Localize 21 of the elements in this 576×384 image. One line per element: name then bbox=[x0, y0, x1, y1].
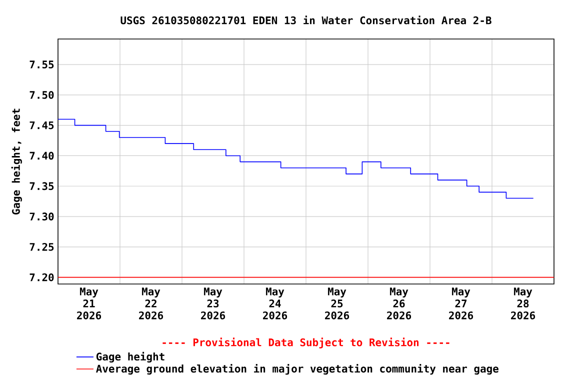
x-tick-label: May 22 2026 bbox=[139, 288, 164, 320]
x-tick-label: May 28 2026 bbox=[510, 288, 536, 320]
x-tick-label: May 25 2026 bbox=[325, 288, 350, 320]
y-tick-label: 7.40 bbox=[30, 152, 54, 160]
y-tick-label: 7.25 bbox=[30, 242, 54, 251]
x-tick-label: May 21 2026 bbox=[77, 288, 102, 320]
x-tick-label: May 23 2026 bbox=[201, 288, 226, 320]
y-tick-label: 7.30 bbox=[30, 212, 54, 220]
legend-label: Gage height bbox=[96, 352, 164, 363]
y-tick-label: 7.55 bbox=[30, 60, 54, 68]
x-tick-label: May 24 2026 bbox=[263, 288, 288, 320]
text: ---- Provisional Data Subject to Revision ---- bbox=[162, 338, 450, 348]
y-tick-label: 7.50 bbox=[30, 90, 54, 99]
y-tick-label: 7.35 bbox=[30, 182, 54, 190]
x-tick-label: May 26 2026 bbox=[386, 288, 412, 320]
y-tick-label: 7.45 bbox=[30, 121, 54, 130]
x-tick-label: May 27 2026 bbox=[448, 288, 474, 320]
y-tick-label: 7.20 bbox=[30, 273, 54, 282]
legend-label: Average ground elevation in major vegetation community near gage bbox=[96, 364, 498, 375]
y-axis-title: Gage height, feet bbox=[11, 108, 22, 214]
chart-title: USGS 261035080221701 EDEN 13 in Water Conservation Area 2-B bbox=[120, 16, 492, 24]
